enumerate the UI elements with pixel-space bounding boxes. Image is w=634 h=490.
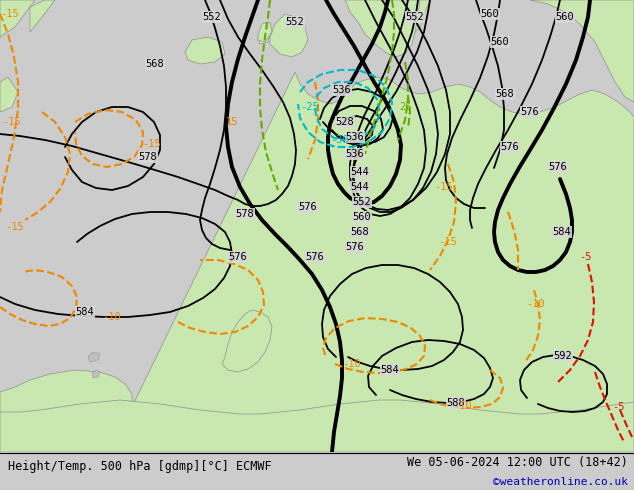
Text: 560: 560 bbox=[481, 9, 500, 19]
Text: 536: 536 bbox=[346, 149, 365, 159]
Text: -5: -5 bbox=[579, 252, 592, 262]
Text: 536: 536 bbox=[333, 85, 351, 95]
Text: 568: 568 bbox=[351, 227, 370, 237]
Polygon shape bbox=[92, 370, 100, 378]
Polygon shape bbox=[0, 400, 634, 452]
Polygon shape bbox=[370, 0, 430, 37]
Polygon shape bbox=[270, 14, 308, 57]
Text: 576: 576 bbox=[548, 162, 567, 172]
Polygon shape bbox=[30, 0, 55, 32]
Text: 584: 584 bbox=[553, 227, 571, 237]
Text: 544: 544 bbox=[351, 167, 370, 177]
Text: 584: 584 bbox=[75, 307, 94, 317]
Text: 560: 560 bbox=[491, 37, 509, 47]
Text: -30: -30 bbox=[330, 135, 349, 145]
Text: 560: 560 bbox=[555, 12, 574, 22]
Polygon shape bbox=[222, 310, 272, 372]
Text: 576: 576 bbox=[229, 252, 247, 262]
Text: 568: 568 bbox=[496, 89, 514, 99]
Polygon shape bbox=[0, 72, 634, 452]
Text: -10: -10 bbox=[103, 312, 121, 322]
Text: 576: 576 bbox=[521, 107, 540, 117]
Text: 576: 576 bbox=[299, 202, 318, 212]
Text: 544: 544 bbox=[351, 182, 370, 192]
Polygon shape bbox=[88, 352, 100, 362]
Polygon shape bbox=[258, 32, 270, 44]
Polygon shape bbox=[530, 0, 634, 102]
Text: 592: 592 bbox=[553, 351, 573, 361]
Text: 552: 552 bbox=[286, 17, 304, 27]
Polygon shape bbox=[0, 77, 18, 112]
Text: -15: -15 bbox=[435, 182, 453, 192]
Polygon shape bbox=[345, 0, 420, 57]
Polygon shape bbox=[185, 37, 225, 64]
Text: We 05-06-2024 12:00 UTC (18+42): We 05-06-2024 12:00 UTC (18+42) bbox=[407, 456, 628, 469]
Text: 15: 15 bbox=[226, 117, 238, 127]
Text: 528: 528 bbox=[335, 117, 354, 127]
Text: 568: 568 bbox=[146, 59, 164, 69]
Text: 552: 552 bbox=[406, 12, 424, 22]
Text: 584: 584 bbox=[380, 365, 399, 375]
Polygon shape bbox=[0, 0, 35, 37]
Text: 560: 560 bbox=[353, 212, 372, 222]
Text: -15: -15 bbox=[1, 9, 20, 19]
Text: 576: 576 bbox=[346, 242, 365, 252]
Text: 552: 552 bbox=[353, 197, 372, 207]
Text: -15: -15 bbox=[3, 117, 22, 127]
Text: -10: -10 bbox=[453, 401, 472, 411]
Text: -15: -15 bbox=[439, 237, 457, 247]
Text: Height/Temp. 500 hPa [gdmp][°C] ECMWF: Height/Temp. 500 hPa [gdmp][°C] ECMWF bbox=[8, 460, 271, 473]
Text: 588: 588 bbox=[446, 398, 465, 408]
Polygon shape bbox=[258, 22, 272, 42]
Text: 25: 25 bbox=[399, 102, 411, 112]
Text: -15: -15 bbox=[143, 139, 162, 149]
Text: 552: 552 bbox=[203, 12, 221, 22]
Text: 576: 576 bbox=[306, 252, 325, 262]
Text: 576: 576 bbox=[501, 142, 519, 152]
Text: -10: -10 bbox=[342, 359, 361, 369]
Text: 578: 578 bbox=[236, 209, 254, 219]
Text: 578: 578 bbox=[139, 152, 157, 162]
Text: -10: -10 bbox=[527, 299, 545, 309]
Text: -25: -25 bbox=[301, 102, 320, 112]
Text: ©weatheronline.co.uk: ©weatheronline.co.uk bbox=[493, 477, 628, 487]
Text: -15: -15 bbox=[6, 222, 24, 232]
Text: 536: 536 bbox=[346, 132, 365, 142]
Text: -5: -5 bbox=[612, 402, 624, 412]
